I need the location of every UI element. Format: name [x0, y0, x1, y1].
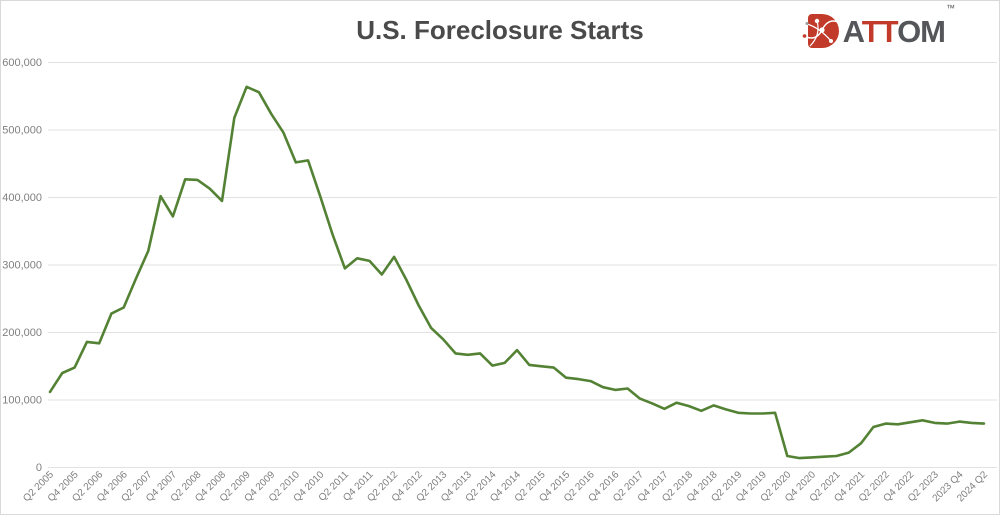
trademark-symbol: ™	[946, 2, 955, 13]
y-axis-tick-label: 0	[36, 462, 42, 474]
y-axis-tick-label: 100,000	[2, 395, 42, 407]
y-axis-tick-label: 600,000	[2, 57, 42, 69]
attom-logo: ATTOM™	[801, 3, 955, 51]
attom-logo-text: ATTOM™	[842, 3, 955, 49]
y-axis-tick-label: 200,000	[2, 327, 42, 339]
y-axis-tick-label: 500,000	[2, 125, 42, 137]
logo-text-accent: TT	[861, 13, 898, 49]
foreclosure-starts-line	[48, 85, 986, 460]
chart-title: U.S. Foreclosure Starts	[356, 15, 644, 45]
logo-text-suffix: OM	[897, 13, 946, 49]
y-axis-tick-label: 300,000	[2, 260, 42, 272]
y-axis-tick-label: 400,000	[2, 192, 42, 204]
attom-logo-icon	[802, 14, 839, 48]
logo-text-prefix: A	[842, 13, 863, 49]
